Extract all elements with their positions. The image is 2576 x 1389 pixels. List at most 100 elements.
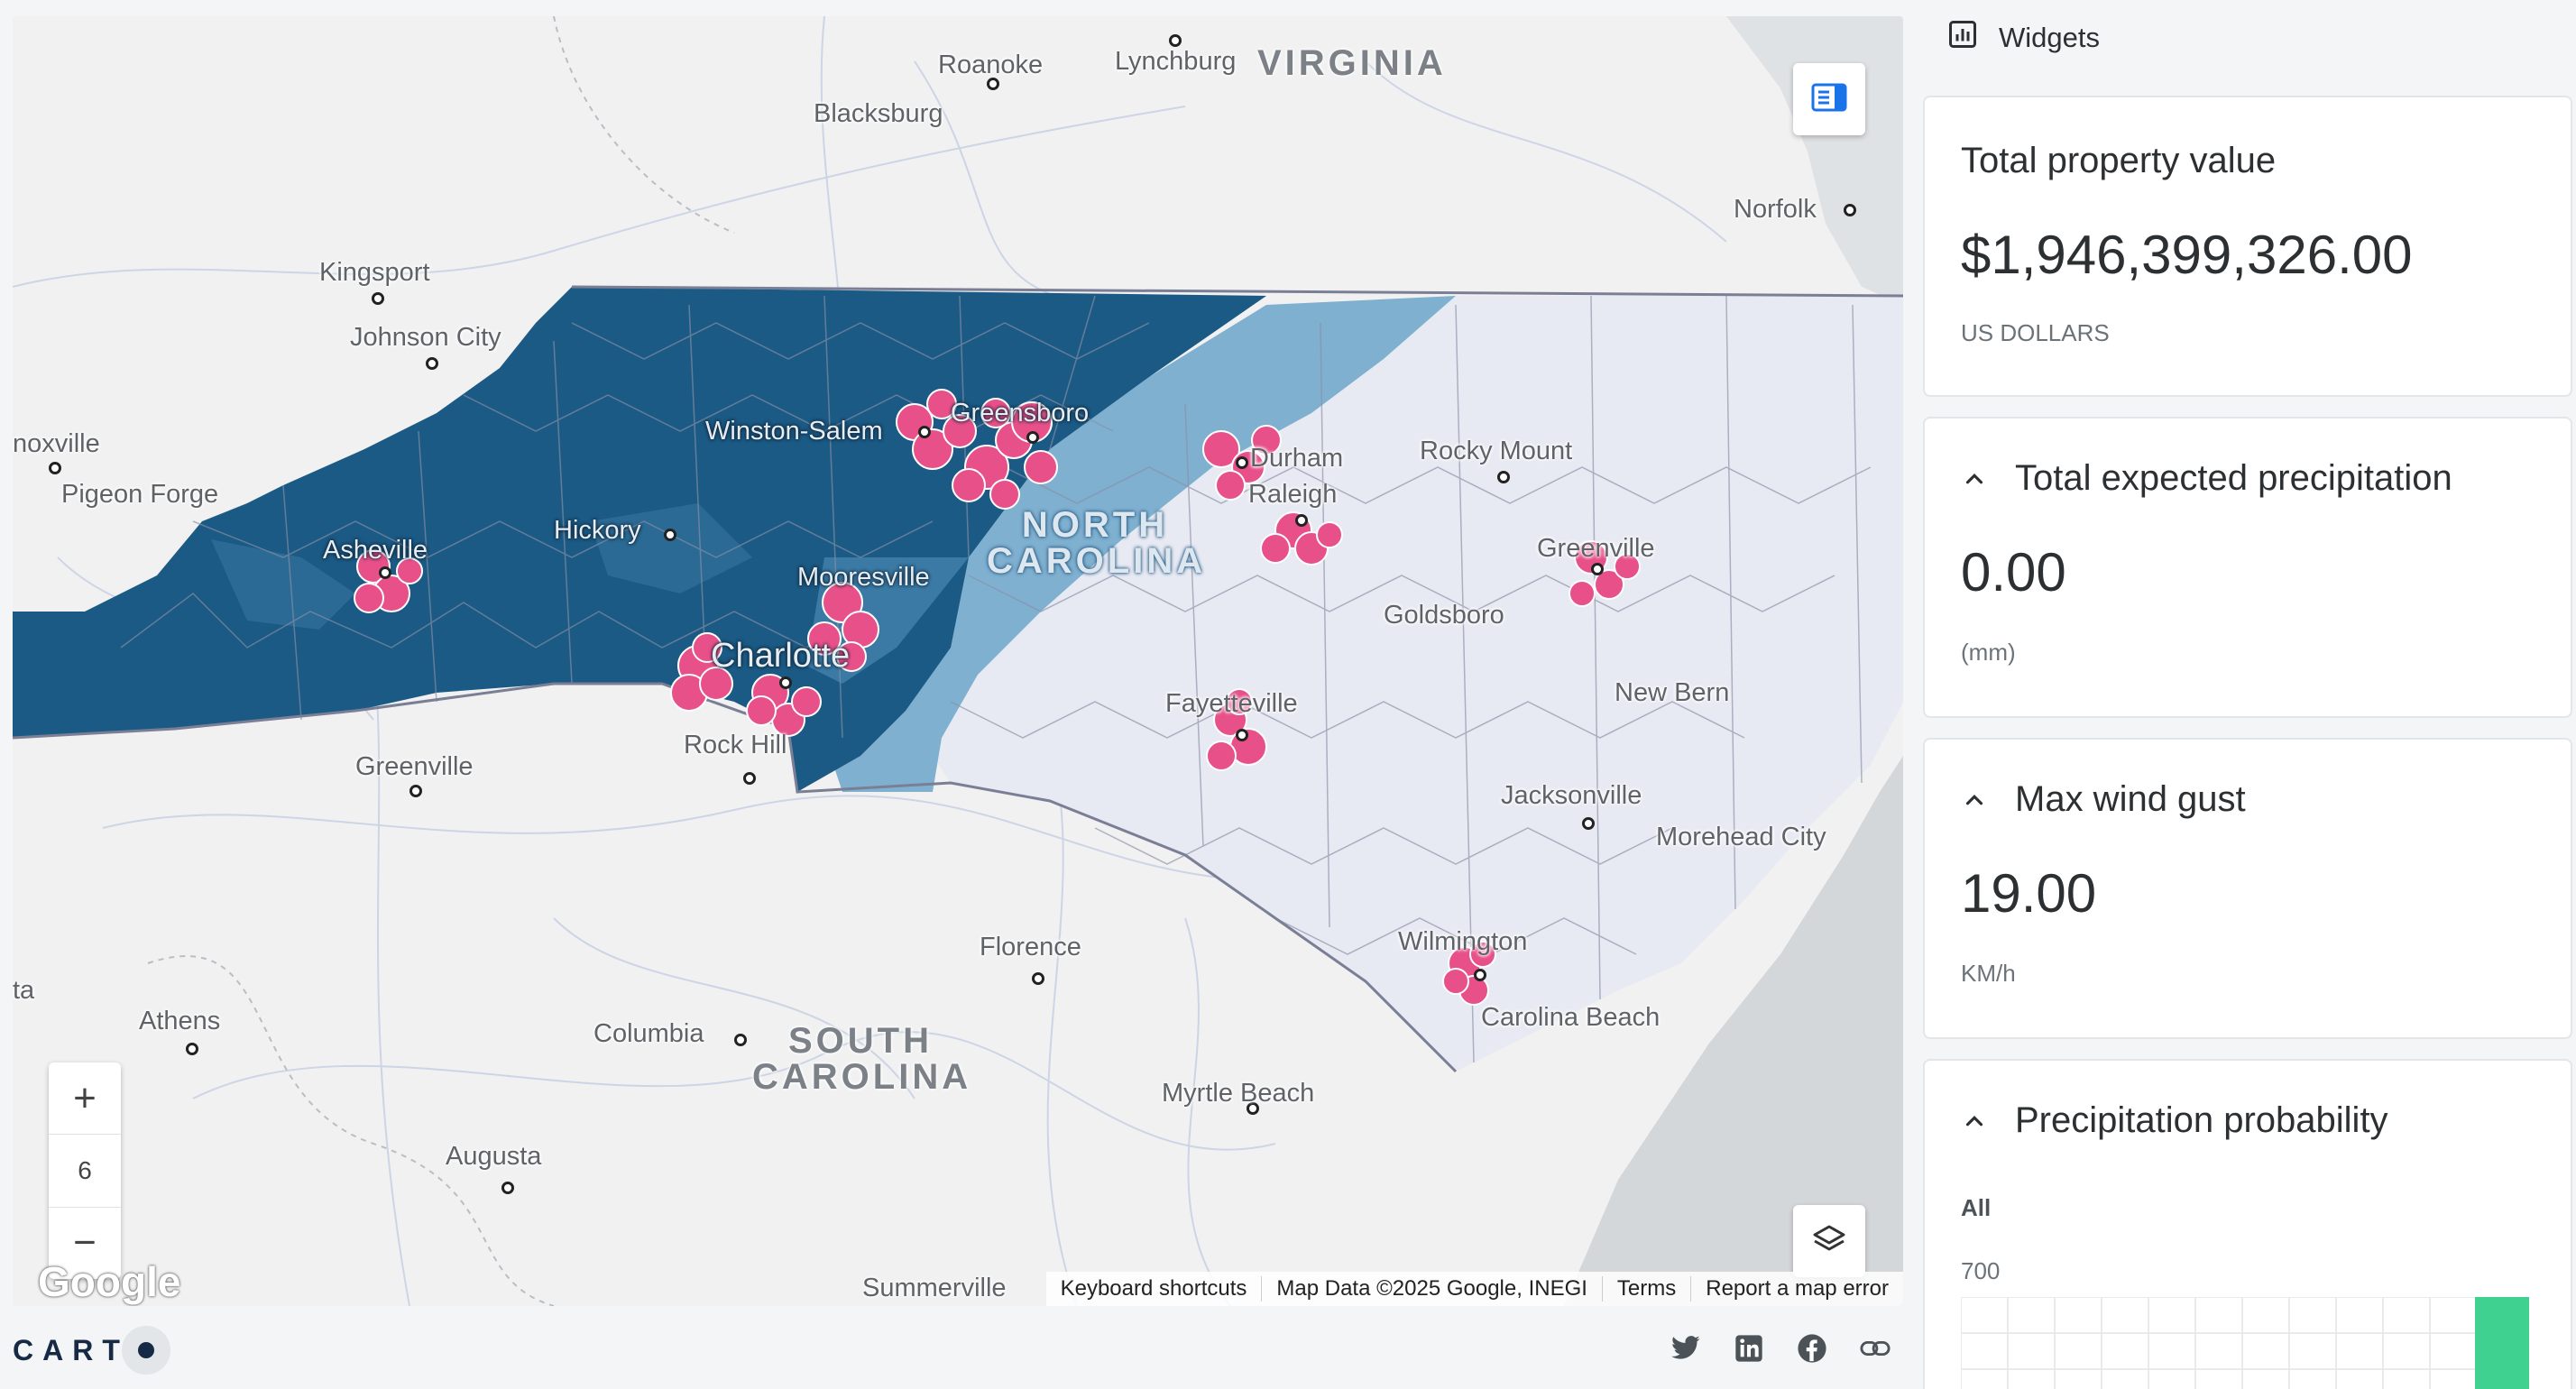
city-dot xyxy=(426,357,438,370)
city-dot xyxy=(379,566,391,579)
widget-value: 19.00 xyxy=(1961,863,2097,924)
city-label-wilmington: Wilmington xyxy=(1398,927,1528,956)
city-label-goldsboro: Goldsboro xyxy=(1384,601,1504,630)
state-label-north-carolina: NORTH CAROLINA xyxy=(987,505,1207,581)
facebook-icon[interactable] xyxy=(1797,1333,1827,1364)
widget-value: $1,946,399,326.00 xyxy=(1961,225,2413,285)
city-dot xyxy=(743,772,756,785)
city-dot xyxy=(918,426,931,438)
google-logo: Google xyxy=(38,1258,181,1305)
city-dot xyxy=(664,529,676,541)
city-label-norfolk: Norfolk xyxy=(1734,195,1817,224)
map-attribution: Keyboard shortcuts Map Data ©2025 Google… xyxy=(1045,1272,1903,1306)
widget-total-expected-precipitation: Total expected precipitation 0.00 (mm) xyxy=(1923,417,2572,718)
city-dot xyxy=(1026,431,1039,444)
layers-button[interactable] xyxy=(1793,1205,1865,1277)
city-label-knoxville: noxville xyxy=(13,429,100,458)
precipitation-histogram xyxy=(1961,1297,2529,1389)
city-label-athens: Athens xyxy=(139,1007,221,1035)
widgets-title: Widgets xyxy=(1999,22,2100,53)
bar-chart-icon xyxy=(1946,18,1979,58)
city-label-charlotte: Charlotte xyxy=(711,637,851,675)
city-dot xyxy=(1591,563,1604,575)
panel-toggle-button[interactable] xyxy=(1793,63,1865,135)
city-label-florence: Florence xyxy=(980,933,1081,961)
city-dot xyxy=(1582,817,1595,830)
city-label-greenville-sc: Greenville xyxy=(355,752,474,781)
twitter-icon[interactable] xyxy=(1670,1333,1701,1364)
keyboard-shortcuts-link[interactable]: Keyboard shortcuts xyxy=(1060,1276,1247,1301)
city-dot xyxy=(1236,456,1248,469)
city-label-hickory: Hickory xyxy=(554,516,641,545)
map-data-text: Map Data ©2025 Google, INEGI xyxy=(1261,1276,1602,1302)
widget-unit: US DOLLARS xyxy=(1961,319,2110,346)
chevron-up-icon[interactable] xyxy=(1961,786,1988,814)
zoom-in-button[interactable]: + xyxy=(73,1075,97,1120)
widget-total-property-value: Total property value $1,946,399,326.00 U… xyxy=(1923,96,2572,397)
city-label-fayetteville: Fayetteville xyxy=(1165,689,1298,718)
city-dot xyxy=(1247,1102,1259,1115)
linkedin-icon[interactable] xyxy=(1734,1333,1764,1364)
city-label-greenville-nc: Greenville xyxy=(1537,534,1655,563)
city-label-raleigh: Raleigh xyxy=(1248,480,1338,509)
city-dot xyxy=(1169,34,1182,47)
city-label-greensboro: Greensboro xyxy=(951,399,1090,428)
carto-logo-mark xyxy=(121,1326,170,1375)
city-label-new-bern: New Bern xyxy=(1615,678,1730,707)
city-dot xyxy=(1497,471,1510,483)
city-dot xyxy=(1236,729,1248,741)
city-dot xyxy=(779,676,792,689)
chevron-up-icon[interactable] xyxy=(1961,1108,1988,1135)
zoom-out-button[interactable]: − xyxy=(73,1220,97,1265)
histogram-bar[interactable] xyxy=(2475,1297,2529,1389)
city-dot xyxy=(1295,514,1308,527)
widget-value: 0.00 xyxy=(1961,542,2066,603)
histogram-axis-label: 700 xyxy=(1961,1257,2001,1284)
city-label-winston-salem: Winston-Salem xyxy=(705,417,883,446)
link-icon[interactable] xyxy=(1860,1333,1891,1364)
city-dot xyxy=(186,1043,198,1055)
sidebar-panel-icon xyxy=(1811,83,1847,116)
city-label-mooresville: Mooresville xyxy=(797,563,930,592)
filter-all-label[interactable]: All xyxy=(1961,1194,1992,1221)
chevron-up-icon[interactable] xyxy=(1961,465,1988,492)
city-label-myrtle-beach: Myrtle Beach xyxy=(1162,1079,1315,1108)
terms-link[interactable]: Terms xyxy=(1601,1276,1690,1302)
city-label-columbia: Columbia xyxy=(593,1019,704,1048)
carto-logo[interactable]: CART xyxy=(13,1326,170,1375)
city-label-rocky-mount: Rocky Mount xyxy=(1420,437,1573,465)
city-label-kingsport: Kingsport xyxy=(319,258,430,287)
state-label-virginia: VIRGINIA xyxy=(1257,43,1447,83)
widget-unit: KM/h xyxy=(1961,960,2016,987)
widget-title: Precipitation probability xyxy=(2015,1100,2388,1140)
widget-title: Total property value xyxy=(1961,141,2277,180)
city-dot xyxy=(49,462,61,474)
city-label-atlanta-partial: ta xyxy=(13,976,35,1005)
state-label-south-carolina: SOUTH CAROLINA xyxy=(752,1021,972,1097)
layers-icon xyxy=(1811,1221,1847,1262)
map-canvas[interactable]: Roanoke Lynchburg Blacksburg Norfolk Kin… xyxy=(13,16,1903,1306)
city-dot xyxy=(1474,969,1486,981)
widget-precipitation-probability: Precipitation probability All 700 xyxy=(1923,1059,2572,1389)
city-label-morehead-city: Morehead City xyxy=(1656,823,1826,851)
city-label-jacksonville: Jacksonville xyxy=(1501,781,1642,810)
widget-title: Max wind gust xyxy=(2015,779,2246,819)
city-dot xyxy=(501,1182,514,1194)
basemap xyxy=(13,16,1903,1306)
city-label-lynchburg: Lynchburg xyxy=(1115,47,1237,76)
city-dot xyxy=(1844,204,1856,216)
report-error-link[interactable]: Report a map error xyxy=(1690,1276,1903,1302)
widget-unit: (mm) xyxy=(1961,639,2016,666)
city-dot xyxy=(372,292,384,305)
city-label-johnson-city: Johnson City xyxy=(350,323,501,352)
zoom-level: 6 xyxy=(49,1134,121,1208)
city-label-asheville: Asheville xyxy=(323,536,428,565)
zoom-control: + 6 − xyxy=(49,1062,121,1279)
carto-logo-text: CART xyxy=(13,1333,129,1366)
city-dot xyxy=(1032,972,1044,985)
city-dot xyxy=(409,785,422,797)
widget-title: Total expected precipitation xyxy=(2015,458,2452,498)
city-label-augusta: Augusta xyxy=(446,1142,542,1171)
city-label-durham: Durham xyxy=(1250,444,1344,473)
